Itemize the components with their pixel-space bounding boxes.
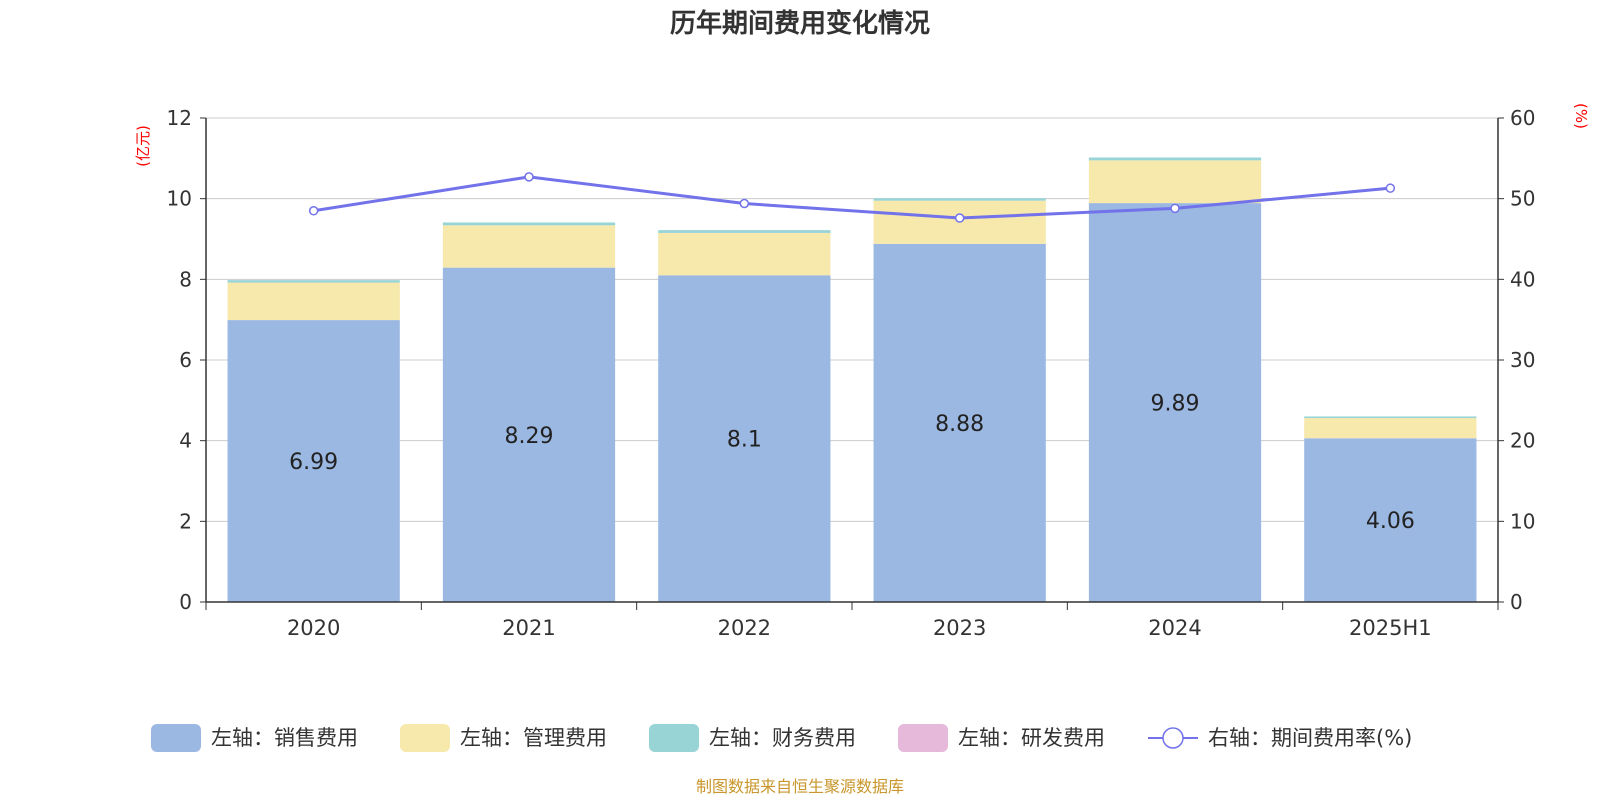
right-tick-label: 30 — [1510, 348, 1535, 372]
rate-point-2020 — [308, 206, 319, 216]
right-tick-label: 0 — [1510, 590, 1523, 614]
legend-label-4: 左轴：研发费用 — [958, 726, 1105, 750]
x-tick-label: 2024 — [1148, 616, 1201, 640]
bar-segment-2-2020 — [227, 282, 400, 321]
bar-value-label: 8.29 — [505, 424, 554, 449]
axes: 0 2 4 6 8 10 12 0 10 20 30 40 50 60 2020 2021 2022 2023 20… — [167, 106, 1536, 640]
source-note: 制图数据来自恒生聚源数据库 — [696, 777, 904, 796]
bar-value-label: 9.89 — [1151, 392, 1200, 417]
legend-label-3: 左轴：财务费用 — [709, 726, 856, 750]
left-tick-label: 8 — [179, 267, 192, 291]
x-tick-label: 2022 — [718, 616, 771, 640]
right-tick-label: 40 — [1510, 267, 1535, 291]
legend: 左轴：销售费用 左轴：管理费用 左轴：财务费用 左轴：研发费用 右轴：期间费用率(%) — [151, 724, 1412, 752]
x-tick-label: 2020 — [287, 616, 340, 640]
bar-segment-2-2021 — [442, 225, 616, 268]
left-tick-label: 0 — [179, 590, 192, 614]
x-tick-label: 2023 — [933, 616, 986, 640]
bar-value-label: 4.06 — [1366, 509, 1415, 534]
rate-point-2022 — [739, 198, 750, 209]
x-tick-label: 2025H1 — [1349, 616, 1432, 640]
rate-point-2023 — [954, 213, 965, 223]
left-axis-unit: (亿元) — [134, 125, 152, 167]
right-axis-unit: (%) — [1572, 103, 1590, 129]
x-tick-label: 2021 — [502, 616, 555, 640]
bar-segment-3-2021 — [442, 222, 616, 226]
bar-segment-3-2025H1 — [1304, 416, 1477, 419]
right-tick-label: 10 — [1510, 509, 1535, 533]
bar-segment-1-2024 — [1088, 203, 1262, 602]
rate-point-2024 — [1170, 203, 1180, 214]
bar-segment-3-2023 — [873, 198, 1046, 201]
bar-value-label: 6.99 — [289, 450, 338, 475]
chart-title: 历年期间费用变化情况 — [670, 8, 930, 39]
right-tick-label: 20 — [1510, 429, 1535, 453]
rate-point-2021 — [524, 172, 534, 182]
left-tick-label: 12 — [167, 106, 192, 130]
bar-segment-3-2020 — [227, 280, 400, 283]
bar-segment-2-2025H1 — [1304, 418, 1477, 439]
bar-value-label: 8.1 — [727, 428, 762, 453]
rate-line — [313, 175, 1391, 220]
rate-point-2025H1 — [1385, 183, 1396, 193]
left-tick-label: 4 — [179, 429, 192, 453]
legend-swatch-1 — [151, 724, 201, 752]
right-tick-label: 60 — [1510, 106, 1535, 130]
left-tick-label: 10 — [167, 187, 192, 211]
grid-lines — [206, 117, 1498, 522]
bar-segment-3-2024 — [1088, 157, 1262, 161]
legend-circle-marker — [1162, 727, 1184, 749]
left-tick-label: 6 — [179, 348, 192, 372]
left-tick-label: 2 — [179, 509, 192, 533]
legend-label-1: 左轴：销售费用 — [211, 726, 358, 750]
legend-swatch-4 — [898, 724, 948, 752]
bar-segment-1-2025H1 — [1304, 438, 1477, 602]
bar-segment-1-2022 — [658, 275, 831, 602]
bar-segment-3-2022 — [658, 230, 831, 233]
bar-segment-1-2021 — [442, 267, 616, 602]
bar-segment-2-2022 — [658, 232, 831, 276]
rate-line-group — [308, 172, 1396, 223]
bar-segment-2-2024 — [1088, 160, 1262, 204]
bar-segment-1-2020 — [227, 320, 400, 602]
right-tick-label: 50 — [1510, 187, 1535, 211]
legend-label-2: 左轴：管理费用 — [460, 726, 607, 750]
bar-segment-1-2023 — [873, 243, 1046, 602]
bar-value-label: 8.88 — [935, 412, 984, 437]
legend-swatch-2 — [400, 724, 450, 752]
legend-swatch-3 — [649, 724, 699, 752]
legend-label-5: 右轴：期间费用率(%) — [1208, 726, 1412, 750]
bar-group: 6.99 8.29 8.1 8.88 9.89 4.06 — [227, 157, 1477, 602]
